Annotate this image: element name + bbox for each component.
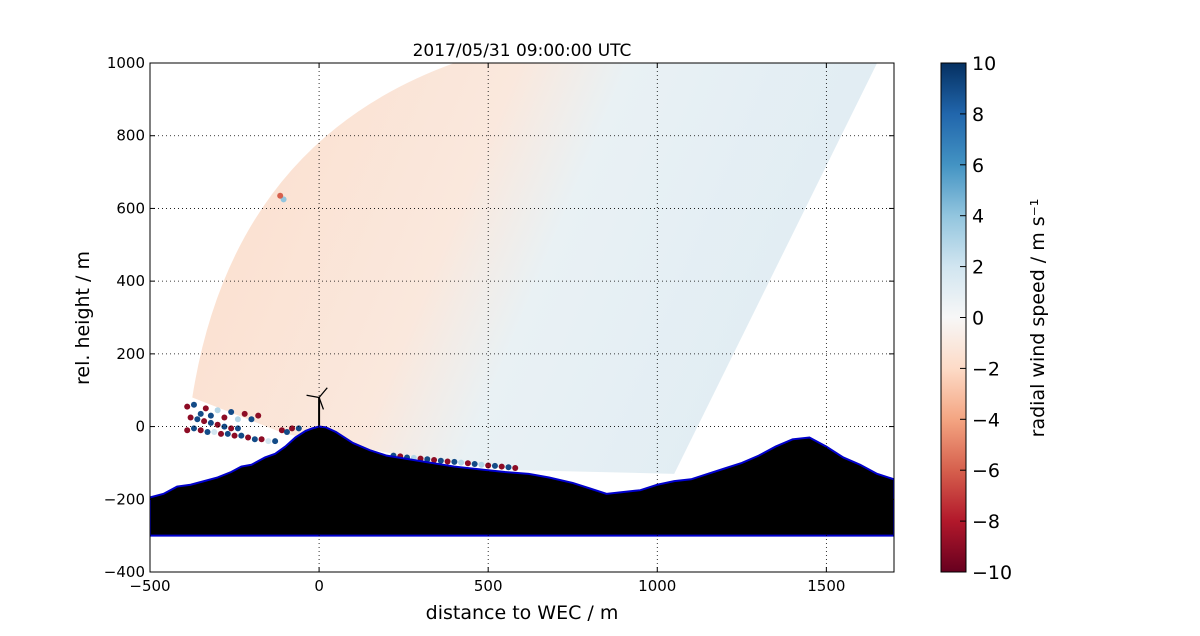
colorbar-ticks: −10 −8 −6 −4 −2 0 2 4 6 8 10 [960,53,1012,584]
scatter-point [224,430,231,437]
chart-title: 2017/05/31 09:00:00 UTC [413,41,632,61]
y-axis-ticks: −400 −200 0 200 400 600 800 1000 [104,54,894,581]
colorbar-tick-label: −8 [972,511,1000,533]
y-tick-label: 0 [135,418,145,436]
x-tick-label: 500 [474,577,503,595]
colorbar-tick-label: 10 [972,53,996,75]
y-tick-label: 600 [116,199,145,217]
scatter-point [184,427,191,434]
turbine-blade [306,394,320,399]
scatter-point [214,421,221,428]
x-tick-label: 1000 [638,577,676,595]
scatter-point [197,410,204,417]
scatter-point [221,423,228,430]
colorbar-tick-label: −10 [972,562,1012,584]
x-tick-label: −500 [129,577,170,595]
scatter-point [491,462,498,469]
scatter-point [221,414,228,421]
scatter-point [258,436,265,443]
scatter-point [207,412,214,419]
scatter-point [471,461,478,468]
scatter-point [228,425,235,432]
y-tick-label: 400 [116,272,145,290]
x-axis-ticks: −500 0 500 1000 1500 [129,63,845,595]
scatter-point [218,430,225,437]
scatter-point [202,405,209,412]
scatter-point [444,458,451,465]
scatter-point [201,418,208,425]
scatter-point [241,410,248,417]
scatter-point [228,409,235,416]
x-axis-title: distance to WEC / m [426,602,619,624]
scatter-point [255,412,262,419]
scatter-point [190,401,197,408]
colorbar-tick-label: 4 [972,206,984,228]
scatter-point [278,427,285,434]
scatter-point [431,457,438,464]
plot-frame [149,62,895,573]
scatter-point [190,425,197,432]
scatter-point [451,458,458,465]
y-tick-label: 800 [116,127,145,145]
scatter-point [251,436,258,443]
lidar-scan-sector [192,63,878,474]
y-tick-label: −200 [104,490,145,508]
colorbar-tick-label: 6 [972,155,984,177]
x-tick-label: 0 [314,577,324,595]
scatter-point [204,429,211,436]
scatter-point [277,192,284,199]
scatter-point [234,416,241,423]
y-tick-label: −400 [104,563,145,581]
scatter-point [512,465,519,472]
scatter-point [283,429,290,436]
colorbar-tick-label: 0 [972,308,984,330]
scatter-point [245,434,252,441]
scatter-point [478,461,485,468]
colorbar-tick-label: −2 [972,358,1000,380]
colorbar-tick-label: −6 [972,460,1000,482]
scatter-point [211,429,218,436]
scatter-point [184,403,191,410]
y-tick-label: 1000 [107,54,145,72]
scatter-point [265,438,272,445]
plot-area [150,63,894,537]
grid-lines [150,63,894,572]
y-axis-title: rel. height / m [72,251,94,385]
scatter-point [197,427,204,434]
y-tick-label: 200 [116,345,145,363]
scatter-point [231,432,238,439]
scatter-point [295,425,302,432]
x-tick-label: 1500 [807,577,845,595]
colorbar-tick-label: −4 [972,409,1000,431]
colorbar-tick-label: 2 [972,257,984,279]
turbine-blade [318,397,325,410]
scatter-point [498,463,505,470]
scatter-point [194,416,201,423]
wind-turbine [306,387,328,427]
scatter-point [464,460,471,467]
scatter-point [272,438,279,445]
scatter-point [234,425,241,432]
scatter-point [458,459,465,466]
colorbar-title: radial wind speed / m s⁻¹ [1027,199,1049,438]
scatter-point [187,414,194,421]
terrain-profile [150,425,894,537]
scatter-point [485,462,492,469]
scatter-point [437,457,444,464]
turbine-blade [318,387,328,398]
scatter-point [207,419,214,426]
scatter-point [214,407,221,414]
scatter-point [424,456,431,463]
scatter-point [238,432,245,439]
scatter-point [248,416,255,423]
colorbar-tick-label: 8 [972,104,984,126]
scatter-point [505,464,512,471]
colorbar: −10 −8 −6 −4 −2 0 2 4 6 8 10 radial wind speed / m… [940,53,1049,584]
